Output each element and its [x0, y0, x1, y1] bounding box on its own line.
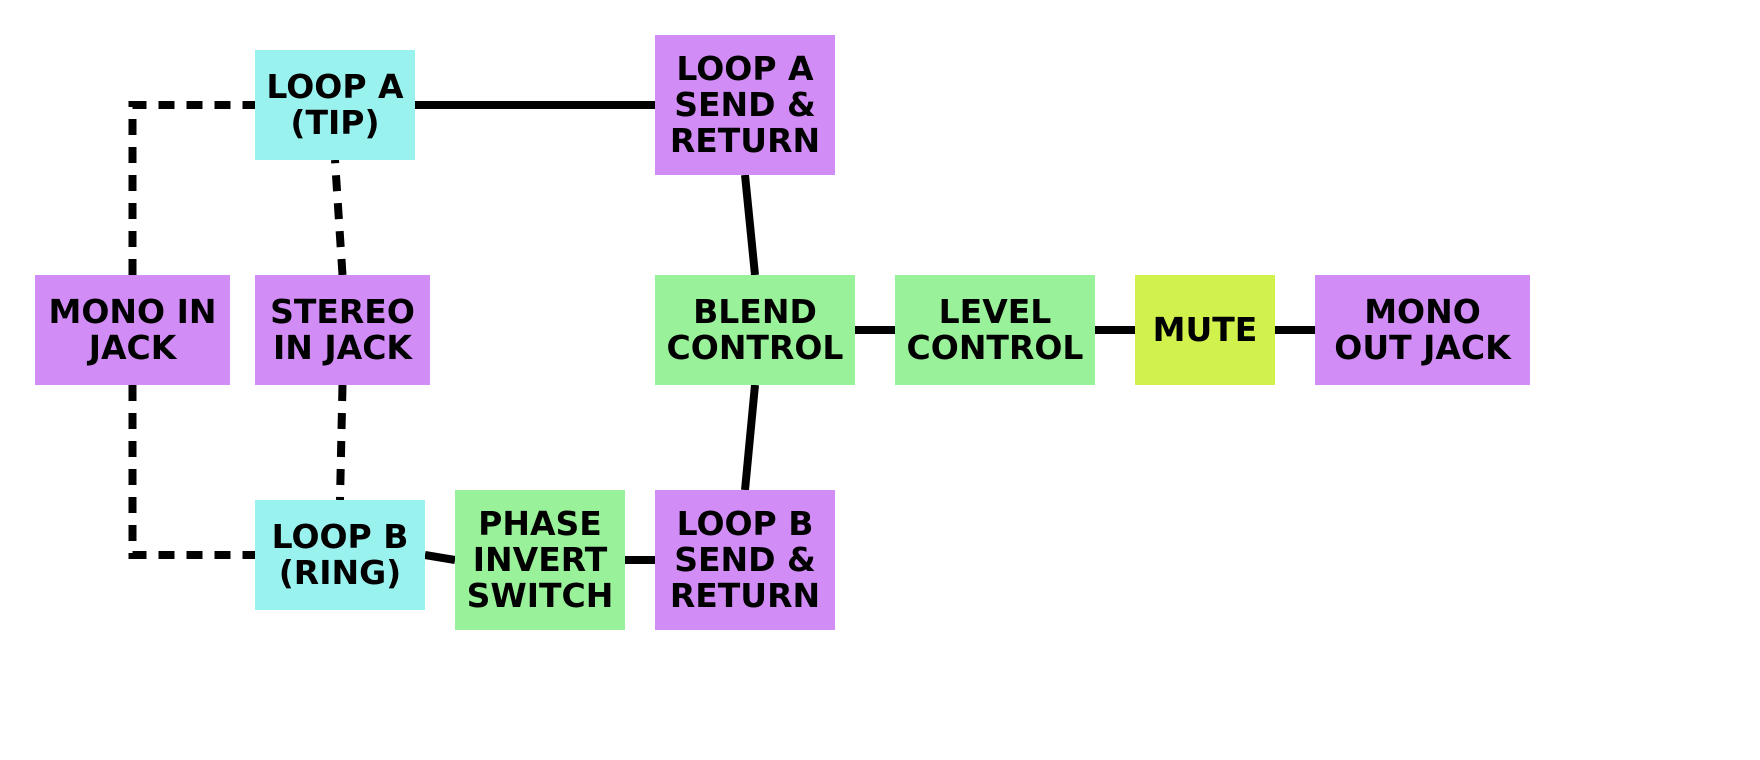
edge-loop_b_ring-to-phase_invert — [425, 555, 455, 560]
node-mono_in: MONO IN JACK — [35, 275, 230, 385]
node-loop_a_tip: LOOP A (TIP) — [255, 50, 415, 160]
edge-loop_a_sr-to-blend — [745, 175, 755, 275]
node-loop_b_ring: LOOP B (RING) — [255, 500, 425, 610]
edge-stereo_in-to-loop_a_tip — [335, 160, 343, 275]
node-mono_out: MONO OUT JACK — [1315, 275, 1530, 385]
edge-stereo_in-to-loop_b_ring — [340, 385, 343, 500]
node-mute: MUTE — [1135, 275, 1275, 385]
edge-mono_in-to-loop_b_ring — [133, 385, 256, 555]
node-phase_invert: PHASE INVERT SWITCH — [455, 490, 625, 630]
node-stereo_in: STEREO IN JACK — [255, 275, 430, 385]
node-loop_b_sr: LOOP B SEND & RETURN — [655, 490, 835, 630]
node-level: LEVEL CONTROL — [895, 275, 1095, 385]
edge-mono_in-to-loop_a_tip — [133, 105, 256, 275]
edge-loop_b_sr-to-blend — [745, 385, 755, 490]
node-loop_a_sr: LOOP A SEND & RETURN — [655, 35, 835, 175]
node-blend: BLEND CONTROL — [655, 275, 855, 385]
signal-flow-diagram: MONO IN JACKSTEREO IN JACK LOOP A (TIP) LO… — [0, 0, 1760, 760]
